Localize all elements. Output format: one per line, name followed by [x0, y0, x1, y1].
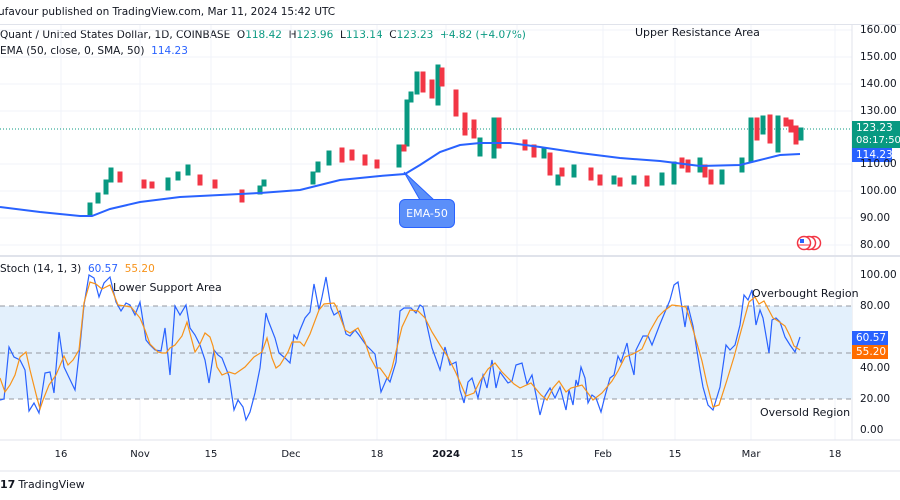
stoch-tick: 100.00 — [860, 269, 897, 281]
ema-50-line — [0, 142, 801, 217]
ema-price-tag: 114.23 — [856, 149, 893, 161]
oversold-label: Oversold Region — [760, 406, 851, 419]
stoch-label: Stoch (14, 1, 3) — [0, 263, 82, 275]
high-value: 123.96 — [296, 29, 334, 41]
time-label: 2024 — [432, 449, 460, 460]
symbol-legend: Quant / United States Dollar, 1D, COINBA… — [0, 29, 526, 41]
low-value: 113.14 — [345, 29, 383, 41]
time-label: 15 — [204, 449, 218, 460]
price-tick: 90.00 — [860, 212, 891, 224]
ema-callout-pointer — [403, 171, 436, 201]
price-tick: 130.00 — [860, 105, 897, 117]
ema-tag-bg — [852, 148, 892, 162]
tradingview-logo-text: TradingView — [18, 478, 85, 491]
upper-resistance-label: Upper Resistance Area — [635, 26, 760, 39]
time-label: 15 — [668, 449, 682, 460]
stoch-tick: 80.00 — [860, 300, 891, 312]
time-label: 16 — [54, 449, 68, 460]
price-tick: 150.00 — [860, 51, 897, 63]
open-label: O — [236, 29, 246, 41]
stoch-d-tag: 55.20 — [856, 346, 887, 358]
time-label: Dec — [281, 449, 301, 460]
stoch-k-tag: 60.57 — [856, 332, 887, 344]
stoch-legend[interactable]: Stoch (14, 1, 3) 60.57 55.20 — [0, 263, 155, 275]
tradingview-logo[interactable]: 17 TradingView — [0, 478, 85, 491]
publish-bar: ufavour published on TradingView.com, Ma… — [0, 0, 900, 24]
price-tick: 100.00 — [860, 185, 897, 197]
stoch-k-tag-bg — [852, 331, 888, 345]
tradingview-logo-icon: 17 — [0, 478, 16, 491]
last-price-tag-bg — [852, 121, 900, 148]
divider — [0, 24, 900, 25]
change-value: +4.82 (+4.07%) — [440, 29, 526, 41]
low-label: L — [339, 29, 346, 41]
ema-callout: EMA-50 — [399, 199, 455, 228]
countdown-tag: 08:17:50 — [856, 135, 900, 146]
price-tick: 160.00 — [860, 24, 897, 36]
price-tick: 140.00 — [860, 78, 897, 90]
us-flag-events-icon — [796, 235, 822, 251]
time-label: Mar — [741, 449, 761, 460]
lower-support-label: Lower Support Area — [113, 281, 222, 294]
time-label: Nov — [130, 449, 150, 460]
price-tick: 110.00 — [860, 158, 897, 170]
high-label: H — [288, 29, 297, 41]
symbol-title: Quant / United States Dollar, 1D, COINBA… — [0, 29, 231, 41]
time-label: 15 — [510, 449, 524, 460]
close-value: 123.23 — [396, 29, 434, 41]
ema-value: 114.23 — [151, 45, 188, 57]
stoch-tick: 40.00 — [860, 362, 891, 374]
ema-label: EMA (50, close, 0, SMA, 50) — [0, 45, 145, 57]
stoch-d-tag-bg — [852, 345, 888, 359]
last-price-tag: 123.23 — [856, 122, 893, 134]
stoch-k-line — [0, 274, 801, 422]
stoch-tick: 0.00 — [860, 424, 884, 436]
stoch-d-line — [0, 281, 801, 412]
publish-text: ufavour published on TradingView.com, Ma… — [0, 6, 336, 18]
stoch-k-value: 60.57 — [87, 263, 118, 275]
ema-legend[interactable]: EMA (50, close, 0, SMA, 50) 114.23 — [0, 45, 188, 57]
time-label: 18 — [370, 449, 384, 460]
open-value: 118.42 — [245, 29, 282, 41]
stoch-d-value: 55.20 — [124, 263, 155, 275]
time-label: 18 — [828, 449, 842, 460]
overbought-label: Overbought Region — [752, 287, 859, 300]
time-label: Feb — [594, 449, 612, 460]
price-tick: 80.00 — [860, 239, 891, 251]
close-label: C — [389, 29, 397, 41]
stoch-tick: 20.00 — [860, 393, 891, 405]
